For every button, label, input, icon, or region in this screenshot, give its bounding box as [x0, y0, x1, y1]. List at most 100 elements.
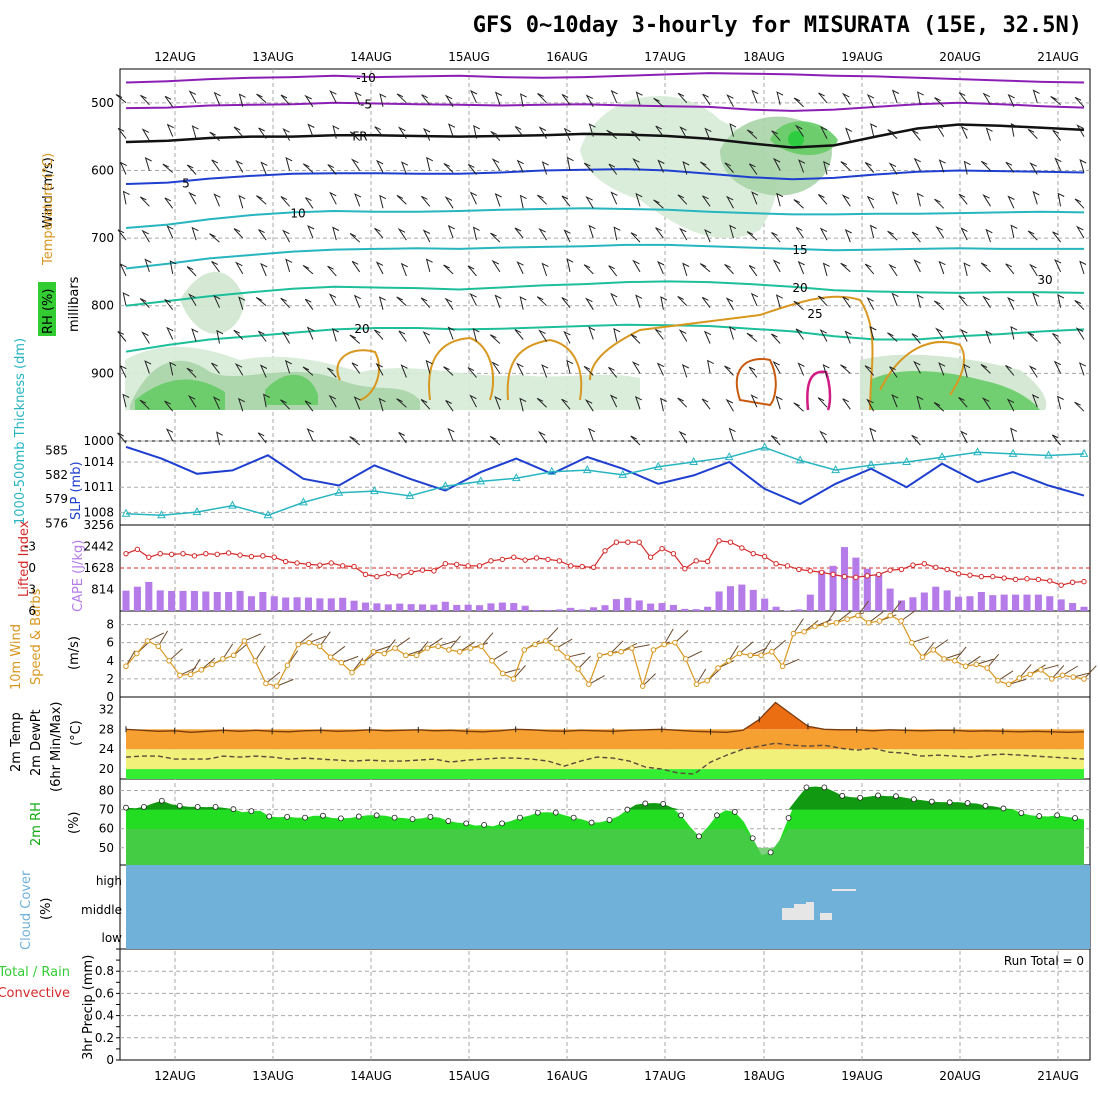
rh-max-dot [788, 131, 804, 147]
li-point [739, 545, 745, 551]
li-tick: 3 [28, 583, 36, 597]
li-point [362, 571, 369, 578]
wind10-barb [308, 635, 326, 644]
wind-barb [255, 296, 267, 307]
wind-barb [473, 124, 481, 139]
wind-barb [1074, 96, 1085, 108]
wind-barb [793, 402, 804, 412]
wind-barb [421, 94, 431, 106]
wind-barb [519, 397, 527, 412]
wind-barb [771, 130, 781, 141]
wind-barb [122, 190, 130, 205]
wind-barb [140, 94, 150, 106]
rh-point [517, 814, 523, 821]
thickness-point [724, 452, 734, 461]
li-point [670, 550, 677, 557]
wind-barb [164, 95, 174, 108]
wind-barb [374, 227, 384, 239]
wind-barb [396, 93, 407, 104]
cape-bar [738, 584, 746, 611]
wind-barb [959, 430, 968, 444]
wind-barb [374, 126, 384, 137]
wind-speed-point [973, 661, 980, 668]
rh-point [320, 812, 326, 819]
li-point [408, 569, 414, 575]
wind10-barb [868, 611, 884, 624]
wind-barb [678, 329, 688, 342]
rh-point [1000, 805, 1007, 812]
cape-bar [897, 600, 906, 611]
thickness-point [547, 466, 557, 475]
wind-barb [819, 227, 828, 241]
rh-point [839, 792, 846, 799]
rh-point [391, 814, 398, 821]
wind10-barb [588, 675, 605, 685]
cape-bar [316, 598, 324, 611]
thickness-point [937, 452, 947, 461]
wind-barb [516, 261, 524, 275]
wind-barb [306, 326, 315, 340]
wind-barb [889, 366, 898, 378]
li-point [1024, 576, 1030, 582]
wind-barb [447, 427, 455, 442]
rh-point [660, 800, 667, 807]
li-point [499, 556, 506, 563]
wind-speed-point [446, 647, 452, 653]
wind10-barb [933, 639, 949, 651]
rh-point [284, 813, 291, 820]
li-point [123, 550, 129, 557]
cape-bar [977, 591, 985, 611]
wind-speed-point [349, 669, 355, 676]
temp-tick: 20 [99, 762, 114, 776]
wind-barb [916, 294, 924, 308]
wind-speed-point [758, 652, 764, 659]
wind-barb [1052, 129, 1061, 141]
wind-barb [682, 262, 690, 277]
wind10-unit: (m/s) [67, 636, 82, 670]
wind-barb [726, 94, 734, 108]
wind-barb [122, 393, 130, 408]
minmax-label: (6hr Min/Max) [49, 702, 64, 792]
wind-barb [537, 430, 548, 444]
li-point [659, 545, 665, 552]
li-point [830, 571, 836, 578]
wind-barb [117, 330, 127, 342]
isotherm-20 [125, 280, 1085, 307]
cape-bar [726, 586, 734, 611]
wind-barb [657, 159, 665, 173]
wind-barb [911, 333, 921, 344]
wind-barb [608, 366, 618, 378]
wind-barb [679, 126, 688, 139]
rh-tick: 60 [99, 822, 114, 836]
thickness-point [299, 497, 308, 506]
rh-point [803, 784, 810, 791]
wind-barb [981, 397, 991, 410]
wind-barb [541, 262, 549, 277]
top-day-label: 14AUG [350, 50, 392, 64]
rh-point [731, 808, 738, 815]
wind-barb [840, 364, 851, 374]
wind-barb [213, 91, 221, 105]
pressure-tick: 500 [91, 96, 114, 110]
wind-speed-point [187, 671, 194, 678]
wind-barb [284, 359, 293, 374]
wind-barb [963, 262, 971, 277]
wind-barb [494, 91, 503, 105]
wind-barb [538, 329, 548, 342]
wind-barb [1054, 259, 1062, 273]
isotherm-15 [125, 243, 1084, 270]
cloud-cover-label: Cloud Cover [19, 870, 34, 950]
wind-barb [963, 160, 971, 175]
precip-tick: 0.6 [95, 986, 114, 1000]
rh-point [123, 804, 129, 811]
wind10-barb [330, 645, 346, 658]
rh-point [212, 804, 219, 810]
wind-barb [563, 229, 571, 243]
cape-tick: 3256 [83, 518, 114, 532]
wind-barb [373, 329, 384, 340]
wind-barb [1027, 128, 1038, 139]
wind-barb [144, 360, 152, 374]
wind-barb [584, 399, 594, 412]
wind-speed-point [639, 683, 646, 689]
